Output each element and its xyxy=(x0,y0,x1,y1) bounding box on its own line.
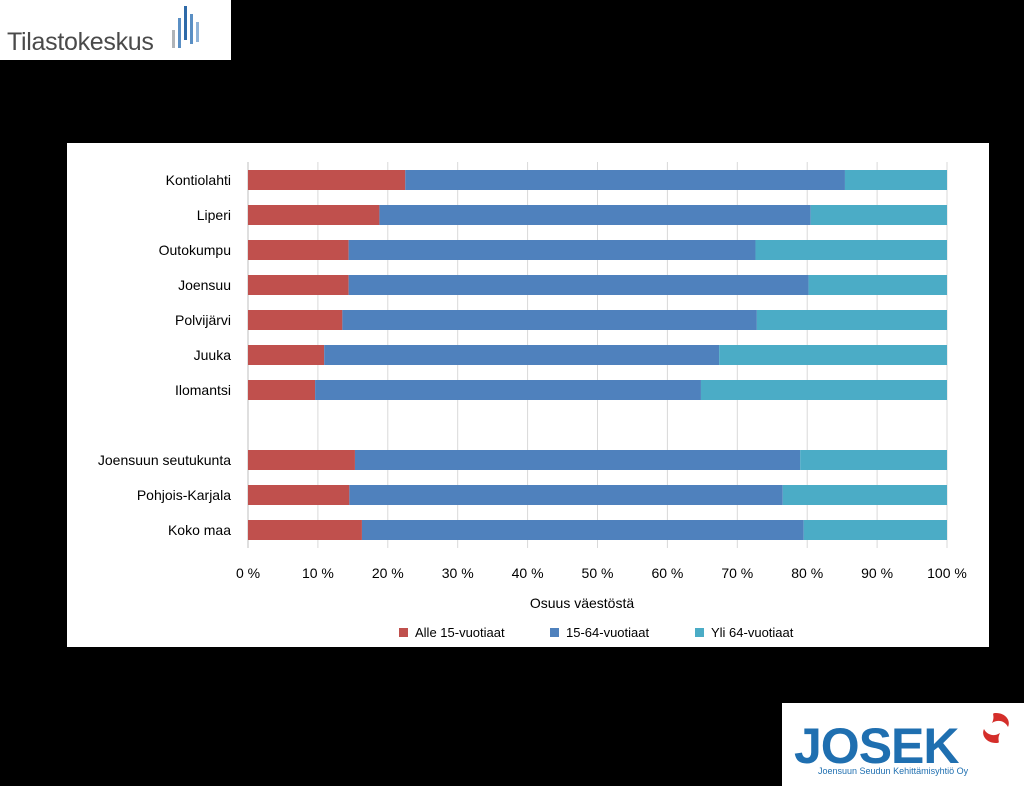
stacked-bar-chart: Kontiolahti Liperi Outokumpu Joensuu Polvijä… xyxy=(98,162,967,640)
category-label: Kontiolahti xyxy=(166,172,231,188)
bar-segment xyxy=(248,485,350,505)
tilastokeskus-bars-icon xyxy=(172,6,199,48)
bar-segment xyxy=(719,345,947,365)
category-label: Joensuu xyxy=(178,277,231,293)
x-tick-label: 20 % xyxy=(372,565,404,581)
bar-segment xyxy=(248,380,316,400)
bar-segment xyxy=(348,275,809,295)
bar-segment xyxy=(348,240,756,260)
category-label: Juuka xyxy=(194,347,232,363)
bar-segment xyxy=(379,205,811,225)
bar-segment xyxy=(248,450,355,470)
bar-segment xyxy=(810,205,947,225)
category-label: Polvijärvi xyxy=(175,312,231,328)
bar-segment xyxy=(354,450,801,470)
legend-swatch xyxy=(399,628,408,637)
bar-segment xyxy=(755,240,947,260)
x-tick-label: 50 % xyxy=(582,565,614,581)
bar-segment xyxy=(248,205,380,225)
category-label: Koko maa xyxy=(168,522,231,538)
tilastokeskus-logo-text: Tilastokeskus xyxy=(7,28,154,56)
legend-label: Alle 15-vuotiaat xyxy=(415,625,505,640)
category-label: Outokumpu xyxy=(159,242,231,258)
x-tick-label: 100 % xyxy=(927,565,967,581)
x-axis-label: Osuus väestöstä xyxy=(530,595,634,611)
bar-segment xyxy=(248,520,362,540)
category-label: Ilomantsi xyxy=(175,382,231,398)
bar-segment xyxy=(315,380,701,400)
josek-logo-text: JOSEK xyxy=(794,718,960,774)
category-label: Pohjois-Karjala xyxy=(137,487,231,503)
bar-segment xyxy=(349,485,783,505)
legend-swatch xyxy=(550,628,559,637)
bar-segment xyxy=(248,310,343,330)
bar-segment xyxy=(756,310,947,330)
bar-segment xyxy=(844,170,947,190)
josek-logo-subtitle: Joensuun Seudun Kehittämisyhtiö Oy xyxy=(818,766,969,776)
bar-segment xyxy=(342,310,757,330)
x-tick-label: 70 % xyxy=(721,565,753,581)
bar-segment xyxy=(324,345,720,365)
legend-label: 15-64-vuotiaat xyxy=(566,625,649,640)
x-tick-label: 40 % xyxy=(512,565,544,581)
bar-segment xyxy=(700,380,947,400)
bar-segment xyxy=(782,485,947,505)
chart-panel: Kontiolahti Liperi Outokumpu Joensuu Polvijä… xyxy=(67,143,989,647)
legend-swatch xyxy=(695,628,704,637)
x-tick-label: 60 % xyxy=(651,565,683,581)
bar-segment xyxy=(800,450,947,470)
category-label: Joensuun seutukunta xyxy=(98,452,231,468)
x-tick-label: 30 % xyxy=(442,565,474,581)
bar-segment xyxy=(248,275,349,295)
bar-segment xyxy=(361,520,804,540)
tilastokeskus-logo: Tilastokeskus xyxy=(0,0,231,60)
category-label: Liperi xyxy=(197,207,231,223)
bar-segment xyxy=(248,170,406,190)
x-tick-label: 90 % xyxy=(861,565,893,581)
legend-label: Yli 64-vuotiaat xyxy=(711,625,794,640)
x-tick-label: 0 % xyxy=(236,565,260,581)
bar-segment xyxy=(808,275,947,295)
josek-logo: JOSEK Joensuun Seudun Kehittämisyhtiö Oy xyxy=(782,703,1024,786)
x-tick-label: 10 % xyxy=(302,565,334,581)
x-tick-label: 80 % xyxy=(791,565,823,581)
bar-segment xyxy=(248,240,349,260)
bar-segment xyxy=(248,345,325,365)
bar-segment xyxy=(405,170,845,190)
josek-swirl-icon xyxy=(983,713,1009,743)
bar-segment xyxy=(803,520,947,540)
